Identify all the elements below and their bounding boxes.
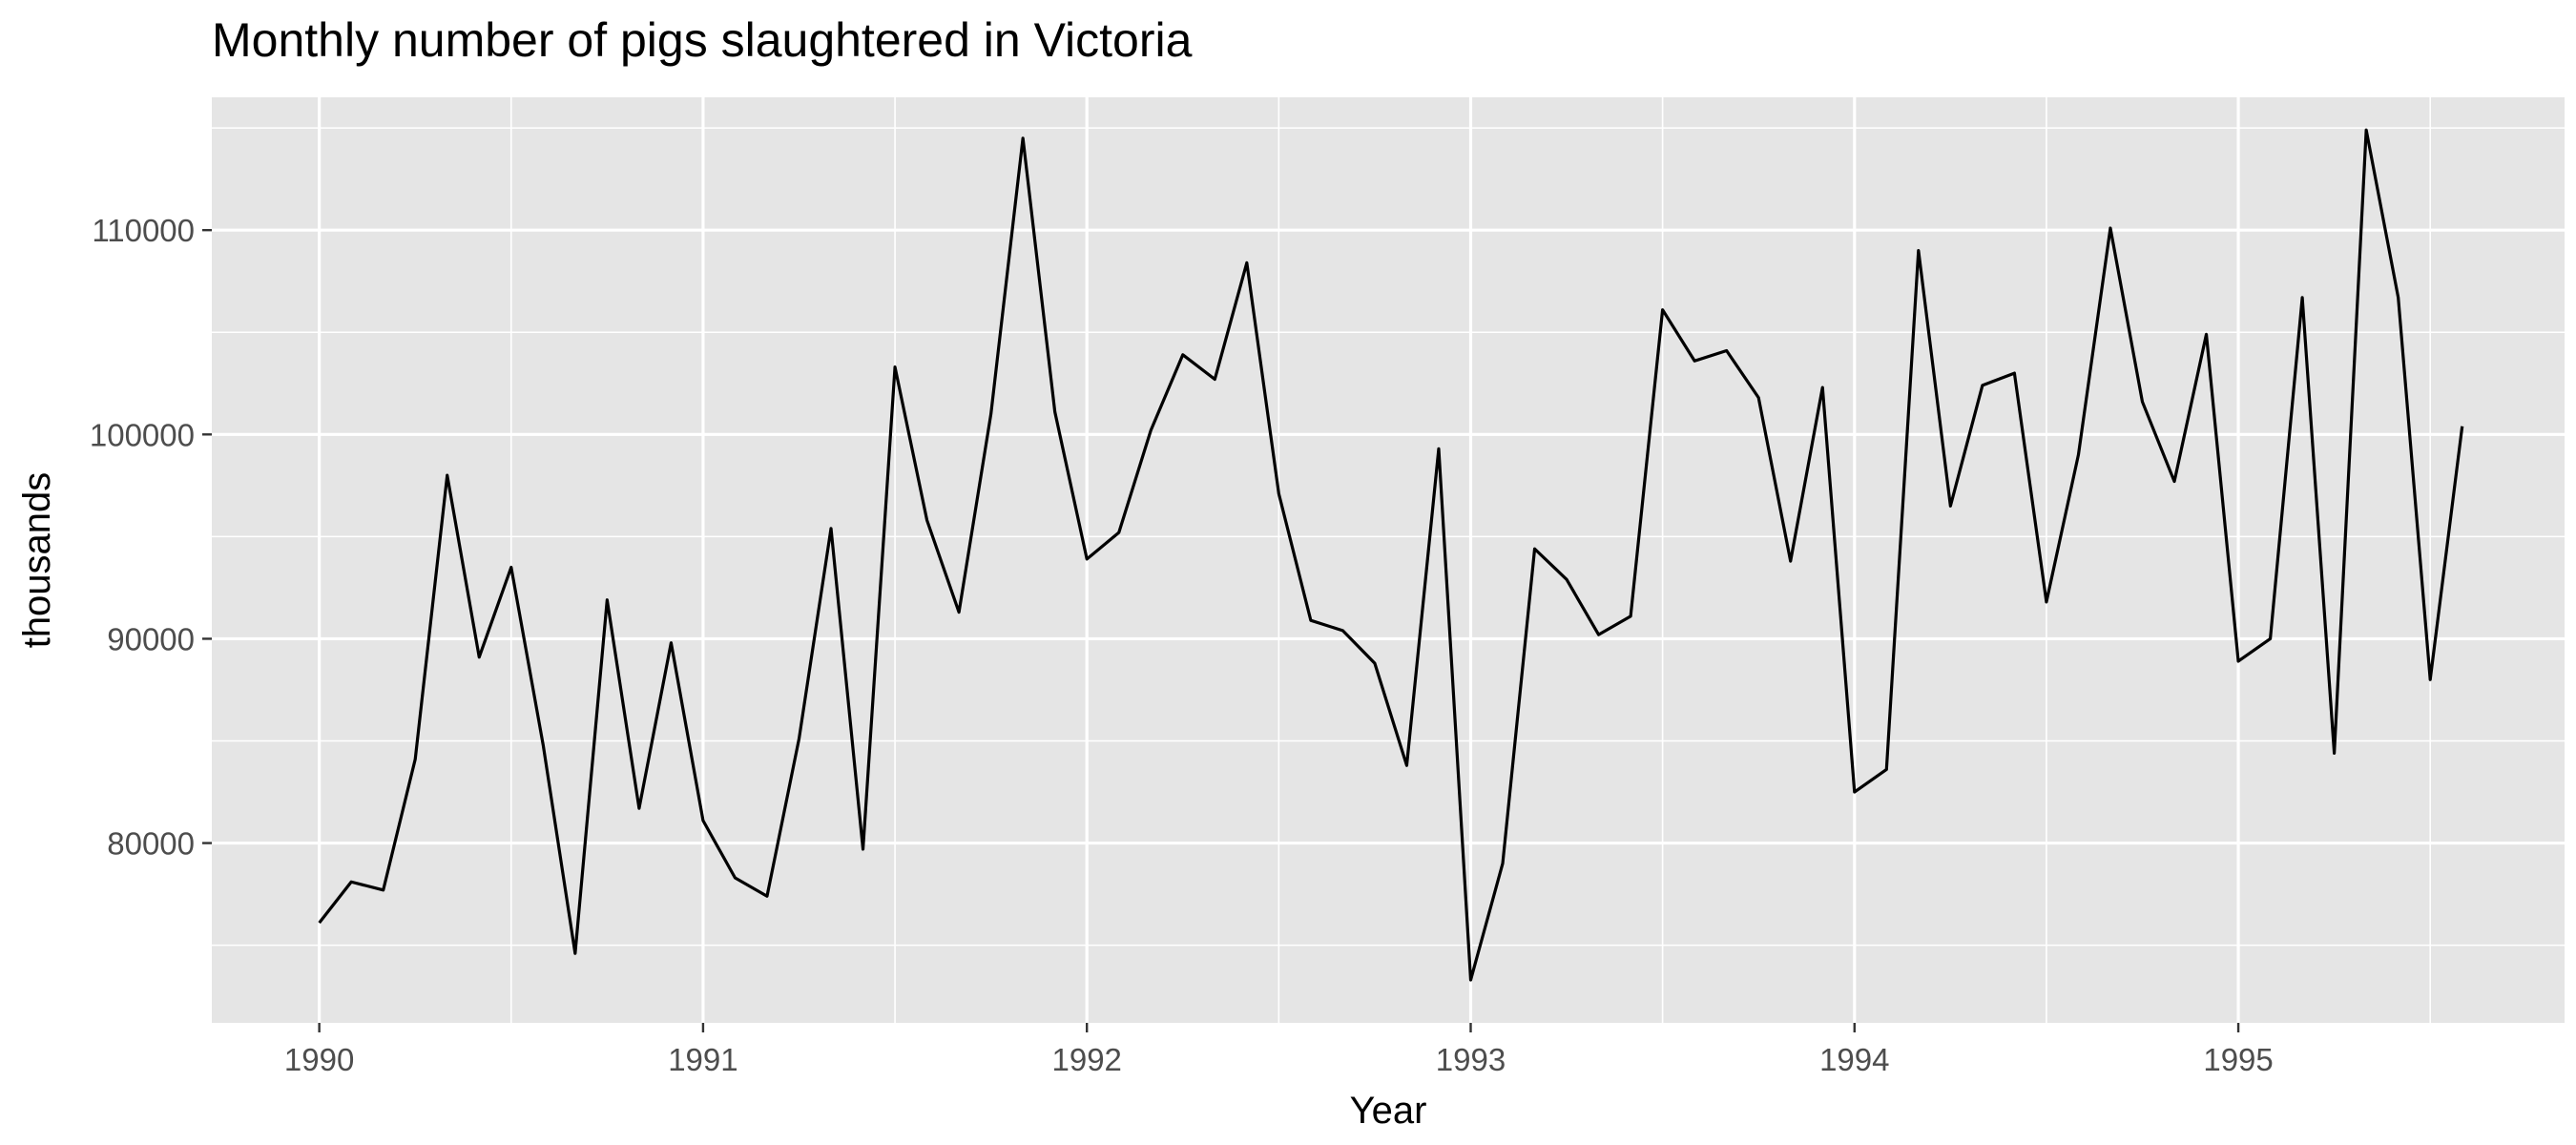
y-axis: 80000 90000 100000 110000: [90, 213, 212, 862]
y-axis-title: thousands: [16, 472, 58, 649]
y-tick-label: 110000: [92, 213, 195, 248]
x-tick-label: 1994: [1819, 1042, 1889, 1077]
y-tick-label: 90000: [107, 621, 195, 656]
y-tick-label: 80000: [107, 826, 195, 862]
y-tick-label: 100000: [90, 417, 195, 452]
x-axis-title: Year: [1350, 1090, 1427, 1132]
x-axis: 1990 1991 1992 1993 1994 1995: [284, 1023, 2274, 1077]
minor-gridlines: [212, 97, 2565, 1023]
series-layer: [318, 128, 2464, 982]
x-tick-label: 1990: [284, 1042, 354, 1077]
series-line: [318, 128, 2464, 982]
x-tick-label: 1992: [1051, 1042, 1121, 1077]
chart-title: Monthly number of pigs slaughtered in Vi…: [212, 13, 1193, 67]
plot-panel: [212, 97, 2565, 1023]
x-tick-label: 1991: [668, 1042, 737, 1077]
x-tick-label: 1995: [2203, 1042, 2273, 1077]
x-tick-label: 1993: [1436, 1042, 1506, 1077]
